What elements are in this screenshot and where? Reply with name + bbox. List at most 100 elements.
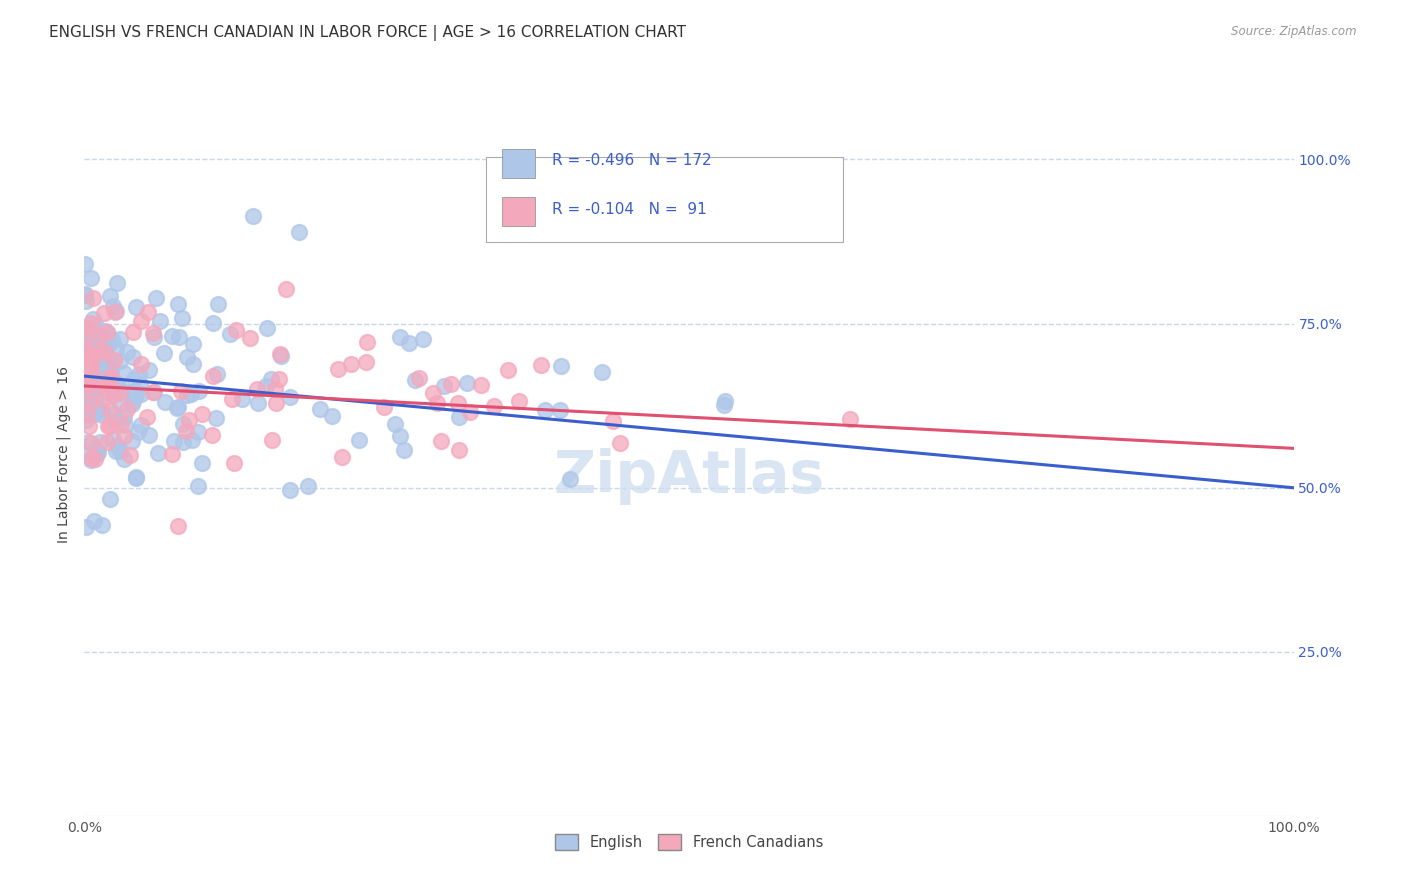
Point [73,363,96,377]
FancyBboxPatch shape [486,157,842,242]
Point [73,333,96,347]
Point [86,333,108,347]
Point [100,365,122,379]
Point [89,345,111,359]
Point [82,401,104,416]
Point [84,391,107,405]
Point [484,399,506,413]
Point [80,384,103,398]
Point [440,376,463,391]
Point [73,257,96,271]
Point [73,357,96,371]
Point [470,377,492,392]
Point [122,350,145,364]
Point [446,395,468,409]
Point [105,342,128,356]
Point [75,347,97,361]
Point [276,282,298,296]
Point [356,335,378,350]
Point [96,325,118,339]
Point [114,410,136,425]
Point [122,394,145,409]
Point [201,368,224,383]
Point [101,407,124,421]
Point [112,366,135,380]
Point [87,334,110,348]
Text: ENGLISH VS FRENCH CANADIAN IN LABOR FORCE | AGE > 16 CORRELATION CHART: ENGLISH VS FRENCH CANADIAN IN LABOR FORC… [49,25,686,41]
Point [101,388,124,402]
Point [73,332,96,346]
Point [98,337,121,351]
Point [153,346,176,360]
Point [714,394,737,409]
Point [591,365,613,379]
Point [143,384,166,399]
Point [87,401,110,416]
Point [97,377,120,392]
Point [75,374,97,388]
Point [80,451,103,466]
Point [389,428,412,442]
Point [77,335,100,350]
Point [354,355,377,369]
Point [166,400,188,414]
Point [167,297,190,311]
Point [105,439,128,453]
Point [77,406,100,420]
Point [79,271,101,285]
Point [278,390,301,404]
Point [90,403,112,417]
Text: ZipAtlas: ZipAtlas [554,448,824,505]
Point [84,378,107,392]
Point [221,392,243,406]
Point [222,456,245,470]
Text: Source: ZipAtlas.com: Source: ZipAtlas.com [1232,25,1357,38]
Point [91,408,114,422]
Point [75,349,97,363]
Point [89,435,111,450]
Point [73,365,96,379]
Point [838,412,860,426]
Point [239,331,262,345]
Point [142,385,165,400]
Point [143,330,166,344]
Point [76,364,98,378]
Point [73,343,96,357]
Point [138,427,160,442]
Point [408,371,430,385]
Point [75,287,97,301]
Point [100,356,122,370]
Point [550,359,572,373]
Point [76,359,98,373]
Point [86,442,108,457]
Point [205,411,228,425]
Point [202,316,225,330]
Point [75,413,97,427]
Point [256,320,278,334]
Point [456,376,478,391]
Point [100,403,122,417]
Point [76,320,98,334]
Point [80,394,103,409]
Point [101,379,124,393]
Point [245,382,267,396]
Point [89,379,111,393]
Point [83,339,105,353]
Point [125,388,148,402]
Point [77,435,100,450]
Point [128,367,150,381]
Point [79,355,101,369]
Point [432,378,454,392]
Point [340,357,363,371]
Point [422,386,444,401]
Point [96,434,118,449]
Point [187,479,209,493]
Point [201,427,224,442]
Point [80,436,103,450]
Point [98,369,121,384]
Point [125,300,148,314]
Point [145,291,167,305]
Point [115,345,138,359]
Point [225,323,247,337]
Point [125,470,148,484]
